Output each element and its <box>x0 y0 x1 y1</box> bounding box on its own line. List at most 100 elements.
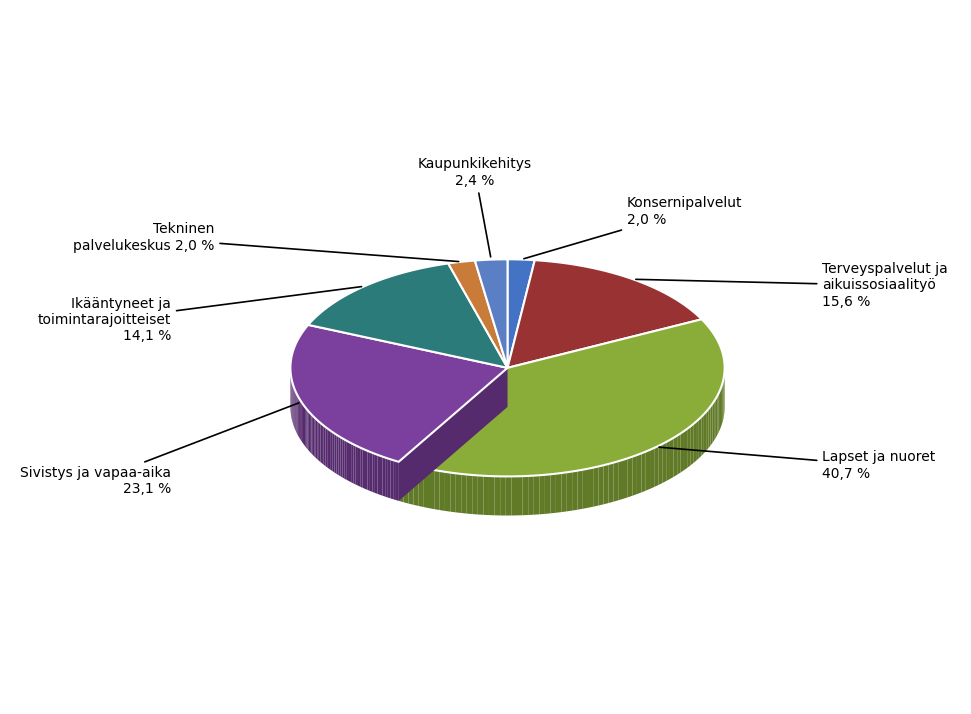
Polygon shape <box>325 427 327 468</box>
Polygon shape <box>603 464 609 504</box>
Polygon shape <box>677 433 681 475</box>
Polygon shape <box>380 456 383 496</box>
Polygon shape <box>711 404 713 446</box>
Polygon shape <box>545 474 551 514</box>
Polygon shape <box>429 469 434 509</box>
Polygon shape <box>646 450 650 491</box>
Polygon shape <box>399 368 508 501</box>
Polygon shape <box>419 467 423 507</box>
Polygon shape <box>362 448 365 489</box>
Polygon shape <box>494 476 500 516</box>
Polygon shape <box>396 461 399 501</box>
Polygon shape <box>308 410 309 451</box>
Polygon shape <box>556 473 561 513</box>
Polygon shape <box>399 319 724 476</box>
Polygon shape <box>704 412 706 453</box>
Polygon shape <box>588 468 593 508</box>
Text: Lapset ja nuoret
40,7 %: Lapset ja nuoret 40,7 % <box>659 447 936 481</box>
Polygon shape <box>367 451 370 491</box>
Text: Sivistys ja vapaa-aika
23,1 %: Sivistys ja vapaa-aika 23,1 % <box>20 403 299 496</box>
Polygon shape <box>310 413 312 453</box>
Polygon shape <box>339 436 341 476</box>
Polygon shape <box>423 468 429 508</box>
Polygon shape <box>650 448 654 489</box>
Polygon shape <box>478 476 484 515</box>
Polygon shape <box>522 476 528 516</box>
Text: Tekninen
palvelukeskus 2,0 %: Tekninen palvelukeskus 2,0 % <box>73 223 458 261</box>
Polygon shape <box>335 433 337 474</box>
Polygon shape <box>627 457 632 498</box>
Polygon shape <box>358 446 360 487</box>
Polygon shape <box>719 391 720 432</box>
Polygon shape <box>375 454 378 494</box>
Polygon shape <box>304 406 305 446</box>
Polygon shape <box>632 455 637 496</box>
Polygon shape <box>609 463 614 503</box>
Polygon shape <box>670 438 674 479</box>
Polygon shape <box>322 424 323 465</box>
Polygon shape <box>347 441 349 481</box>
Polygon shape <box>360 448 362 488</box>
Polygon shape <box>440 471 445 511</box>
Polygon shape <box>372 453 375 493</box>
Polygon shape <box>327 428 329 468</box>
Polygon shape <box>301 401 302 442</box>
Polygon shape <box>308 263 508 368</box>
Polygon shape <box>318 421 320 462</box>
Polygon shape <box>706 409 709 451</box>
Polygon shape <box>449 261 508 368</box>
Polygon shape <box>305 407 306 448</box>
Polygon shape <box>365 450 367 490</box>
Polygon shape <box>383 457 385 497</box>
Polygon shape <box>623 458 627 499</box>
Polygon shape <box>387 458 390 498</box>
Polygon shape <box>696 419 699 461</box>
Polygon shape <box>506 476 512 516</box>
Polygon shape <box>313 416 315 456</box>
Polygon shape <box>528 476 534 515</box>
Polygon shape <box>393 460 396 500</box>
Polygon shape <box>316 418 318 459</box>
Polygon shape <box>684 429 687 471</box>
Polygon shape <box>687 426 690 468</box>
Polygon shape <box>614 461 619 502</box>
Polygon shape <box>508 259 535 368</box>
Polygon shape <box>409 465 414 505</box>
Polygon shape <box>378 455 380 495</box>
Polygon shape <box>715 398 716 441</box>
Polygon shape <box>312 415 313 455</box>
Polygon shape <box>331 431 333 471</box>
Polygon shape <box>349 442 352 482</box>
Polygon shape <box>455 473 461 513</box>
Polygon shape <box>572 471 578 511</box>
Polygon shape <box>583 468 588 509</box>
Polygon shape <box>290 325 508 462</box>
Polygon shape <box>303 404 304 445</box>
Polygon shape <box>662 442 666 483</box>
Polygon shape <box>333 432 335 473</box>
Polygon shape <box>302 403 303 443</box>
Polygon shape <box>508 260 702 368</box>
Polygon shape <box>385 458 387 498</box>
Polygon shape <box>654 446 658 487</box>
Polygon shape <box>323 426 325 466</box>
Polygon shape <box>345 440 347 480</box>
Polygon shape <box>699 417 701 458</box>
Polygon shape <box>598 466 603 506</box>
Polygon shape <box>399 368 508 501</box>
Polygon shape <box>320 423 322 463</box>
Polygon shape <box>718 393 719 435</box>
Polygon shape <box>578 470 583 510</box>
Polygon shape <box>445 472 451 512</box>
Polygon shape <box>390 459 393 499</box>
Polygon shape <box>567 471 572 511</box>
Polygon shape <box>343 438 345 479</box>
Polygon shape <box>716 396 718 438</box>
Polygon shape <box>309 411 310 452</box>
Polygon shape <box>690 424 693 466</box>
Polygon shape <box>475 259 508 368</box>
Polygon shape <box>315 418 316 458</box>
Polygon shape <box>561 472 567 512</box>
Polygon shape <box>681 431 684 473</box>
Polygon shape <box>467 475 472 514</box>
